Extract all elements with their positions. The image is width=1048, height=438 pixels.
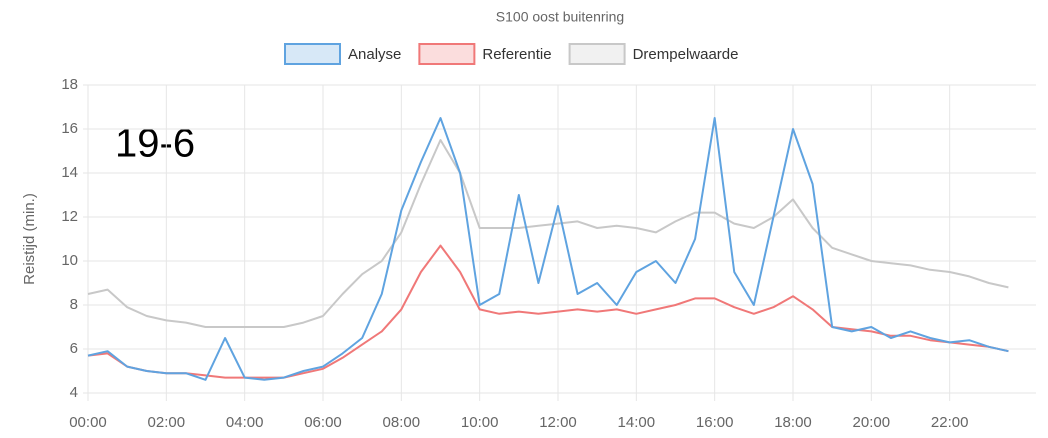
x-tick-label: 08:00 bbox=[383, 414, 421, 431]
line-series bbox=[87, 244, 1009, 379]
legend-swatch bbox=[284, 43, 341, 65]
chart-title: S100 oost buitenring bbox=[496, 9, 624, 25]
y-tick-label: 10 bbox=[61, 252, 78, 269]
x-tick-label: 12:00 bbox=[539, 414, 577, 431]
line-series bbox=[87, 139, 1009, 328]
x-tick-label: 04:00 bbox=[226, 414, 264, 431]
legend-label: Drempelwaarde bbox=[633, 46, 739, 63]
x-tick-label: 18:00 bbox=[774, 414, 812, 431]
annotation: 19-6 bbox=[115, 122, 195, 166]
x-tick-label: 20:00 bbox=[853, 414, 891, 431]
legend-swatch bbox=[568, 43, 626, 65]
x-tick-label: 10:00 bbox=[461, 414, 499, 431]
x-tick-label: 00:00 bbox=[69, 414, 107, 431]
y-tick-label: 12 bbox=[61, 208, 78, 225]
x-tick-label: 06:00 bbox=[304, 414, 342, 431]
y-axis-label: Reistijd (min.) bbox=[21, 193, 38, 285]
x-tick-label: 22:00 bbox=[931, 414, 969, 431]
y-tick-label: 18 bbox=[61, 76, 78, 93]
legend-swatch bbox=[418, 43, 476, 65]
x-tick-label: 14:00 bbox=[618, 414, 656, 431]
y-tick-label: 16 bbox=[61, 120, 78, 137]
line-series bbox=[87, 117, 1009, 381]
legend-label: Referentie bbox=[482, 46, 551, 63]
y-tick-label: 14 bbox=[61, 164, 78, 181]
x-tick-label: 02:00 bbox=[148, 414, 186, 431]
x-tick-label: 16:00 bbox=[696, 414, 734, 431]
y-tick-label: 6 bbox=[70, 340, 78, 357]
y-tick-label: 8 bbox=[70, 296, 78, 313]
legend-label: Analyse bbox=[348, 46, 401, 63]
y-tick-label: 4 bbox=[70, 384, 78, 401]
